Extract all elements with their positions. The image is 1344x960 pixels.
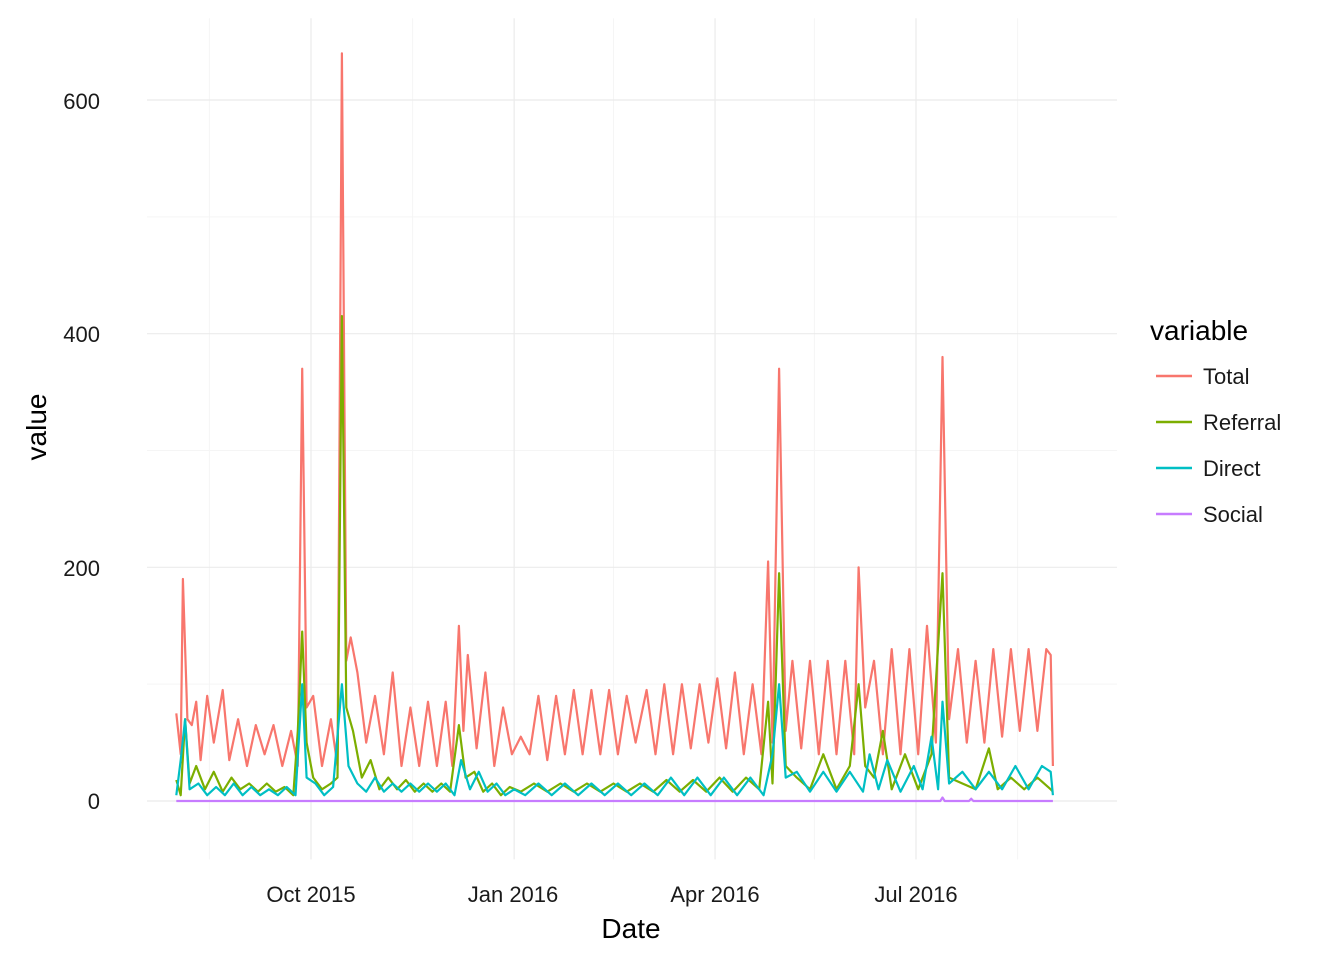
x-axis-title: Date — [601, 913, 660, 944]
y-axis-tick-labels: 0 200 400 600 — [63, 89, 100, 814]
legend-item-referral: Referral — [1156, 410, 1281, 435]
y-tick-label: 0 — [88, 789, 100, 814]
y-tick-label: 600 — [63, 89, 100, 114]
x-tick-label: Oct 2015 — [266, 882, 355, 907]
series-lines — [175, 52, 1054, 803]
series-line-direct — [175, 683, 1054, 797]
x-axis-tick-labels: Oct 2015 Jan 2016 Apr 2016 Jul 2016 — [266, 882, 957, 907]
legend-item-direct: Direct — [1156, 456, 1260, 481]
y-axis-title: value — [21, 394, 52, 461]
y-tick-label: 400 — [63, 322, 100, 347]
series-line-referral — [175, 315, 1054, 797]
legend-item-total: Total — [1156, 364, 1249, 389]
legend: variable Total Referral Direct Social — [1150, 315, 1281, 527]
legend-item-social: Social — [1156, 502, 1263, 527]
series-line-total — [175, 52, 1054, 768]
x-tick-label: Apr 2016 — [670, 882, 759, 907]
x-tick-label: Jan 2016 — [468, 882, 559, 907]
legend-label: Referral — [1203, 410, 1281, 435]
legend-label: Direct — [1203, 456, 1260, 481]
minor-gridlines — [147, 18, 1117, 860]
series-line-social — [176, 796, 1053, 803]
legend-label: Social — [1203, 502, 1263, 527]
y-tick-label: 200 — [63, 556, 100, 581]
legend-label: Total — [1203, 364, 1249, 389]
legend-title: variable — [1150, 315, 1248, 346]
x-tick-label: Jul 2016 — [874, 882, 957, 907]
